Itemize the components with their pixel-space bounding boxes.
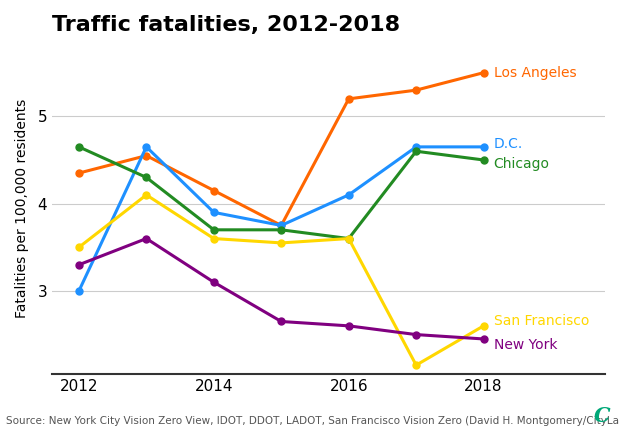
Text: D.C.: D.C. <box>494 137 523 151</box>
Text: Los Angeles: Los Angeles <box>494 65 577 80</box>
Text: C: C <box>594 406 611 426</box>
Text: Chicago: Chicago <box>494 158 550 171</box>
Text: San Francisco: San Francisco <box>494 315 589 329</box>
Text: Traffic fatalities, 2012-2018: Traffic fatalities, 2012-2018 <box>52 15 400 35</box>
Y-axis label: Fatalities per 100,000 residents: Fatalities per 100,000 residents <box>15 98 29 318</box>
Text: Source: New York City Vision Zero View, IDOT, DDOT, LADOT, San Francisco Vision : Source: New York City Vision Zero View, … <box>6 416 620 426</box>
Text: New York: New York <box>494 338 557 352</box>
